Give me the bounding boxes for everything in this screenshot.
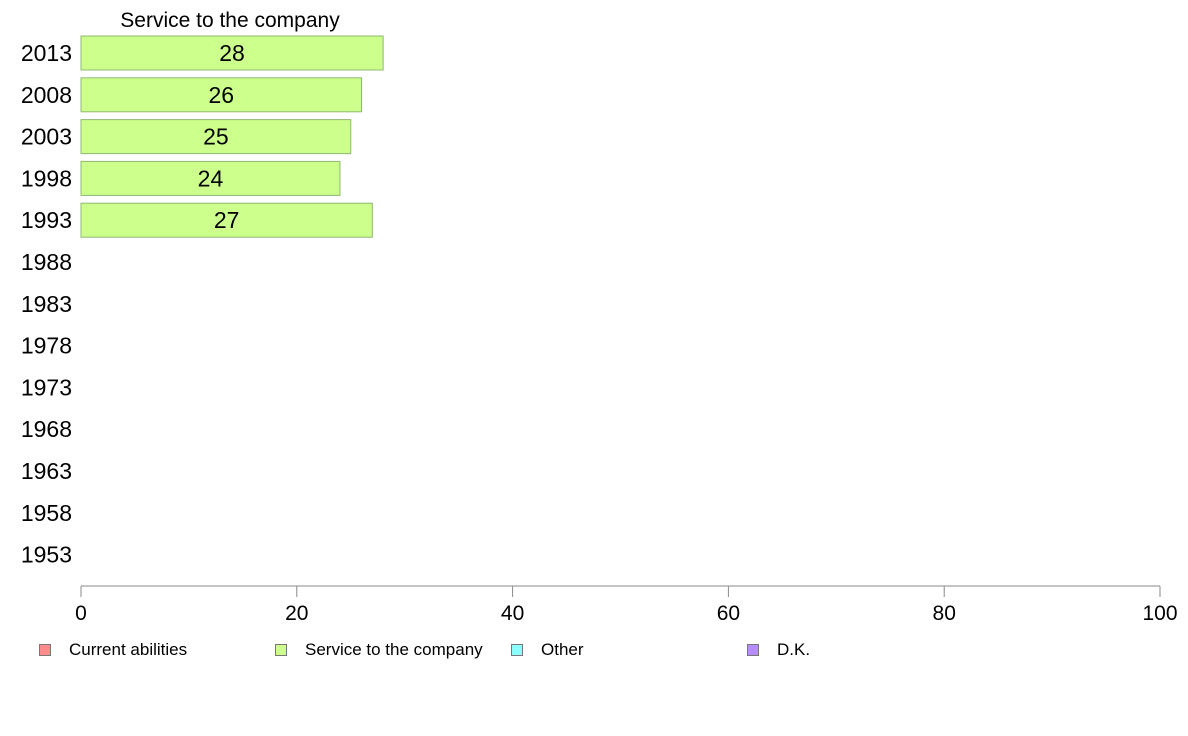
y-tick-label-1978: 1978 [21,333,72,359]
y-tick-label-1988: 1988 [21,249,72,275]
x-tick-label-40: 40 [501,602,524,625]
legend-label-current-abilities: Current abilities [69,640,188,659]
x-tick-label-100: 100 [1142,602,1177,625]
data-label-2003: 25 [203,124,229,150]
data-label-2008: 26 [208,82,234,108]
y-tick-label-1973: 1973 [21,374,72,400]
data-label-1993: 27 [214,207,240,233]
legend-label-dk: D.K. [777,640,811,659]
bar-1993 [80,202,373,238]
bar-1998 [80,160,341,196]
bar-2013 [80,35,384,71]
legend-item-dk: D.K. [747,640,810,660]
legend-swatch-dk [747,644,759,656]
y-tick-label-1968: 1968 [21,416,72,442]
legend-label-other: Other [541,640,584,659]
legend-item-service-to-the-company: Service to the company [275,640,483,660]
x-tick-label-60: 60 [717,602,740,625]
y-tick-label-1993: 1993 [21,207,72,233]
y-tick-label-1963: 1963 [21,458,72,484]
legend-swatch-service-to-the-company [275,644,287,656]
x-tick-label-20: 20 [285,602,308,625]
legend-swatch-other [511,644,523,656]
y-tick-label-2003: 2003 [21,124,72,150]
legend-item-other: Other [511,640,584,660]
legend: Current abilities Service to the company… [0,640,1188,664]
y-tick-label-1958: 1958 [21,500,72,526]
legend-label-service-to-the-company: Service to the company [305,640,483,659]
bar-2003 [80,119,352,155]
x-tick-label-0: 0 [75,602,87,625]
bar-chart: Service to the company 2013 2008 2003 1998 1… [21,9,1178,625]
x-tick-label-80: 80 [933,602,956,625]
data-label-2013: 28 [219,40,245,66]
chart-title: Service to the company [120,9,340,32]
y-tick-label-1998: 1998 [21,165,72,191]
y-tick-label-1983: 1983 [21,291,72,317]
y-tick-label-1953: 1953 [21,542,72,568]
y-tick-label-2008: 2008 [21,82,72,108]
legend-swatch-current-abilities [39,644,51,656]
legend-item-current-abilities: Current abilities [39,640,187,660]
data-label-1998: 24 [198,165,224,191]
bar-2008 [80,77,363,113]
y-tick-label-2013: 2013 [21,40,72,66]
